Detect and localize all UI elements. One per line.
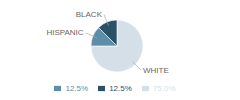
svg-text:HISPANIC: HISPANIC — [46, 28, 83, 37]
html-text:12.5%: 12.5% — [65, 84, 89, 93]
svg-text:WHITE: WHITE — [143, 66, 169, 75]
html-text:12.5%: 12.5% — [109, 84, 132, 93]
html-text:75.0%: 75.0% — [152, 84, 176, 93]
svg-text:BLACK: BLACK — [76, 10, 103, 19]
